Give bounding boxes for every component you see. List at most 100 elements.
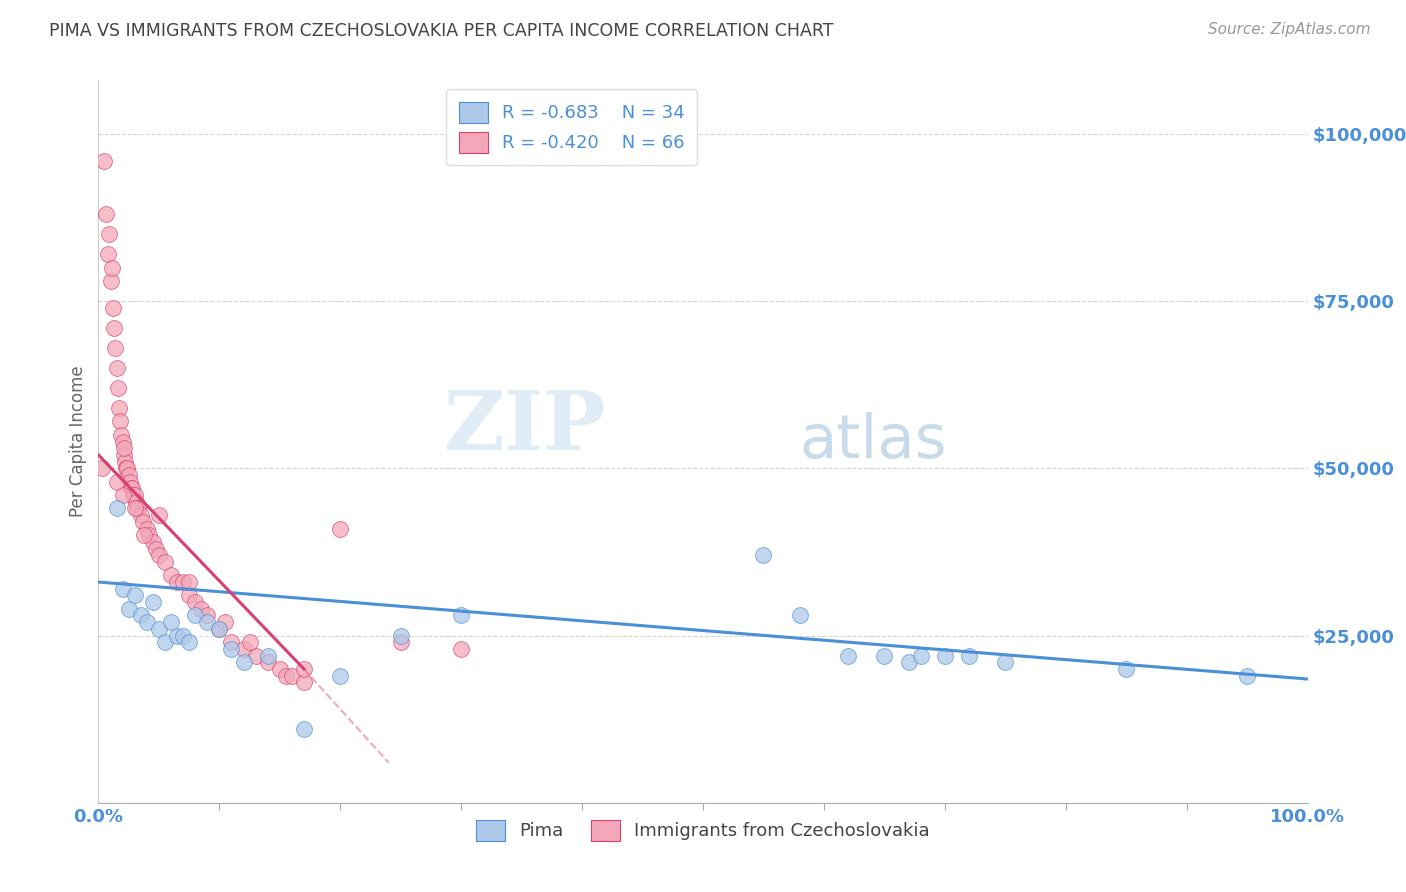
Point: [274, 669, 297, 683]
Point: [101, 301, 124, 315]
Point: [1236, 669, 1258, 683]
Point: [135, 521, 157, 535]
Point: [142, 534, 165, 549]
Point: [127, 501, 149, 516]
Point: [108, 401, 131, 416]
Point: [132, 515, 155, 529]
Point: [121, 482, 143, 496]
Point: [103, 320, 125, 334]
Point: [148, 508, 170, 523]
Point: [124, 501, 146, 516]
Point: [329, 669, 352, 683]
Point: [125, 494, 148, 508]
Point: [111, 434, 134, 449]
Point: [118, 475, 141, 489]
Point: [100, 260, 122, 275]
Point: [221, 635, 243, 649]
Text: atlas: atlas: [800, 412, 948, 471]
Point: [292, 723, 315, 737]
Point: [256, 655, 278, 669]
Point: [129, 508, 152, 523]
Point: [789, 608, 811, 623]
Point: [107, 381, 129, 395]
Point: [112, 448, 135, 462]
Point: [245, 648, 267, 663]
Point: [153, 555, 176, 569]
Point: [160, 568, 183, 582]
Point: [208, 622, 231, 636]
Point: [115, 461, 138, 475]
Point: [910, 648, 932, 663]
Point: [166, 575, 188, 590]
Point: [179, 575, 201, 590]
Point: [111, 582, 134, 596]
Point: [190, 602, 212, 616]
Point: [118, 602, 141, 616]
Point: [172, 575, 194, 590]
Point: [195, 608, 218, 623]
Point: [221, 642, 243, 657]
Point: [129, 608, 152, 623]
Point: [91, 461, 114, 475]
Point: [292, 675, 315, 690]
Point: [148, 622, 170, 636]
Point: [105, 501, 128, 516]
Point: [120, 482, 142, 496]
Point: [232, 655, 254, 669]
Point: [148, 548, 170, 563]
Point: [127, 501, 149, 516]
Point: [105, 475, 128, 489]
Point: [138, 528, 160, 542]
Point: [934, 648, 956, 663]
Point: [160, 615, 183, 630]
Point: [114, 454, 136, 469]
Point: [450, 608, 472, 623]
Point: [292, 662, 315, 676]
Point: [1115, 662, 1137, 676]
Point: [135, 615, 157, 630]
Point: [329, 521, 352, 535]
Text: ZIP: ZIP: [444, 387, 606, 467]
Point: [110, 427, 132, 442]
Point: [105, 361, 128, 376]
Point: [752, 548, 775, 563]
Point: [195, 615, 218, 630]
Point: [166, 628, 188, 642]
Point: [873, 648, 896, 663]
Point: [957, 648, 980, 663]
Point: [897, 655, 920, 669]
Point: [111, 488, 134, 502]
Point: [208, 622, 231, 636]
Point: [104, 341, 127, 355]
Point: [179, 635, 201, 649]
Point: [184, 595, 207, 609]
Point: [389, 635, 412, 649]
Point: [232, 642, 254, 657]
Point: [118, 467, 141, 482]
Point: [97, 247, 120, 261]
Point: [239, 635, 262, 649]
Point: [98, 227, 121, 241]
Point: [108, 414, 131, 428]
Point: [94, 207, 117, 221]
Point: [837, 648, 859, 663]
Point: [145, 541, 167, 556]
Point: [117, 461, 139, 475]
Point: [100, 274, 122, 288]
Point: [994, 655, 1017, 669]
Point: [172, 628, 194, 642]
Point: [256, 648, 278, 663]
Point: [450, 642, 472, 657]
Legend: Pima, Immigrants from Czechoslovakia: Pima, Immigrants from Czechoslovakia: [470, 813, 936, 848]
Point: [389, 628, 412, 642]
Point: [134, 528, 156, 542]
Text: PIMA VS IMMIGRANTS FROM CZECHOSLOVAKIA PER CAPITA INCOME CORRELATION CHART: PIMA VS IMMIGRANTS FROM CZECHOSLOVAKIA P…: [49, 22, 834, 40]
Y-axis label: Per Capita Income: Per Capita Income: [69, 366, 87, 517]
Point: [179, 589, 201, 603]
Point: [153, 635, 176, 649]
Point: [93, 153, 115, 168]
Point: [124, 488, 146, 502]
Point: [214, 615, 236, 630]
Point: [122, 488, 145, 502]
Point: [281, 669, 304, 683]
